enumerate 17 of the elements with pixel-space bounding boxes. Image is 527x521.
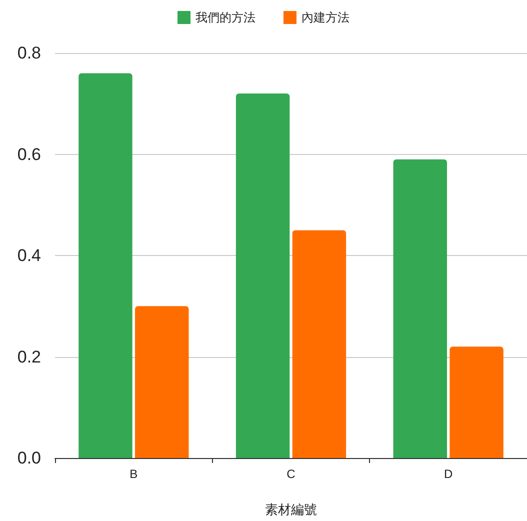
- bar: [135, 306, 189, 458]
- x-tick-label: C: [286, 467, 296, 481]
- y-tick-label: 0.2: [17, 347, 41, 366]
- legend-label: 內建方法: [302, 10, 350, 24]
- y-tick-label: 0.4: [17, 246, 41, 265]
- legend-label: 我們的方法: [196, 10, 256, 24]
- bar: [450, 346, 504, 458]
- bar: [292, 230, 346, 458]
- bar: [78, 73, 132, 458]
- x-tick-label: D: [444, 467, 453, 481]
- y-tick-label: 0.6: [17, 144, 41, 164]
- bar: [393, 159, 447, 458]
- x-axis-title: 素材編號: [265, 502, 317, 517]
- bar: [236, 94, 290, 458]
- x-tick-label: B: [130, 467, 138, 481]
- y-tick-label: 0.0: [17, 448, 41, 468]
- y-tick-label: 0.8: [17, 44, 41, 62]
